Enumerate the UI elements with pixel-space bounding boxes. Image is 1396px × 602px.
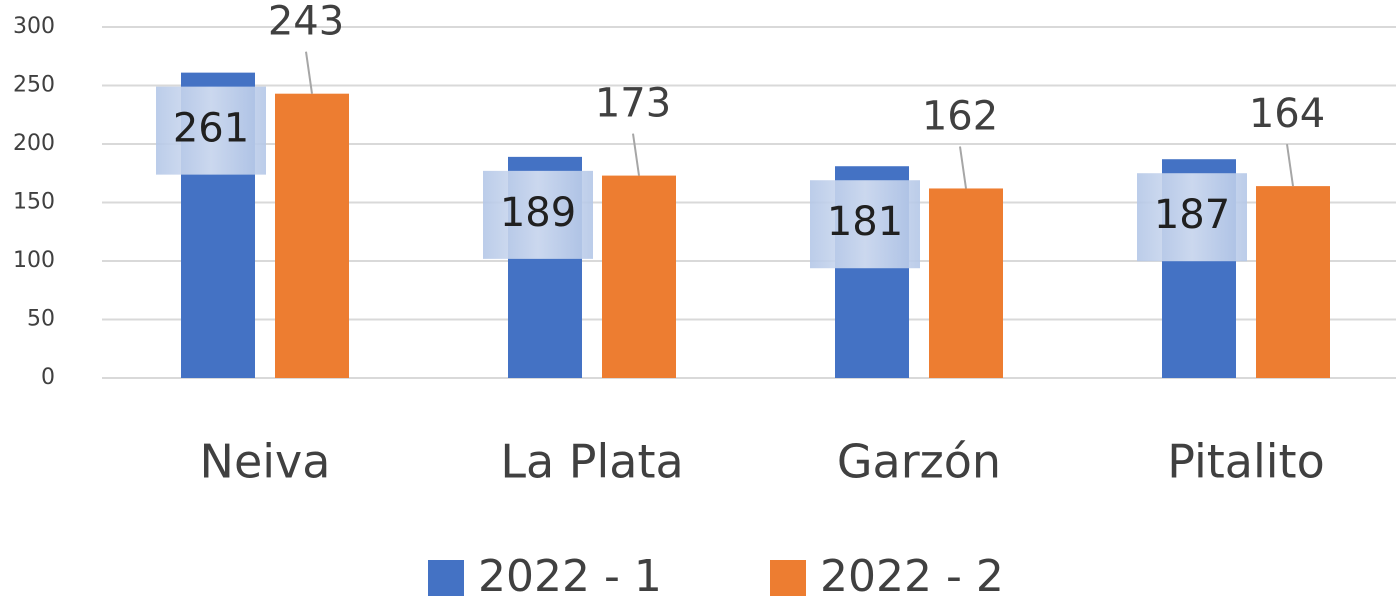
x-tick-label: Garzón [837, 435, 1001, 489]
x-tick-label: La Plata [500, 435, 683, 489]
data-label-box [1137, 173, 1247, 262]
data-label-box [810, 180, 920, 269]
bar [929, 188, 1003, 378]
bar [275, 93, 349, 378]
leader-line [632, 133, 640, 176]
x-tick-label: Pitalito [1167, 435, 1324, 489]
data-label: 261 [173, 106, 249, 152]
data-label: 173 [595, 81, 671, 127]
legend-swatch [770, 560, 806, 596]
y-tick-label: 250 [13, 73, 55, 98]
data-label: 189 [500, 190, 576, 236]
data-label: 164 [1249, 91, 1325, 137]
legend-swatch [428, 560, 464, 596]
bar [1256, 186, 1330, 378]
x-tick-label: Neiva [200, 435, 331, 489]
leader-line [959, 146, 967, 189]
data-label: 243 [268, 0, 344, 45]
y-tick-label: 100 [13, 248, 55, 273]
data-label: 187 [1154, 192, 1230, 238]
y-tick-label: 0 [41, 365, 55, 390]
leader-line [1286, 143, 1294, 187]
y-tick-label: 150 [13, 190, 55, 215]
data-label-box [156, 86, 266, 175]
bar [602, 175, 676, 378]
leader-line [305, 51, 313, 94]
legend-label: 2022 - 1 [478, 551, 662, 602]
data-label: 181 [827, 199, 903, 245]
legend-label: 2022 - 2 [820, 551, 1004, 602]
y-tick-label: 300 [13, 14, 55, 39]
y-tick-label: 200 [13, 131, 55, 156]
y-tick-label: 50 [27, 307, 55, 332]
data-label-box [483, 170, 593, 259]
data-label: 162 [922, 93, 998, 139]
